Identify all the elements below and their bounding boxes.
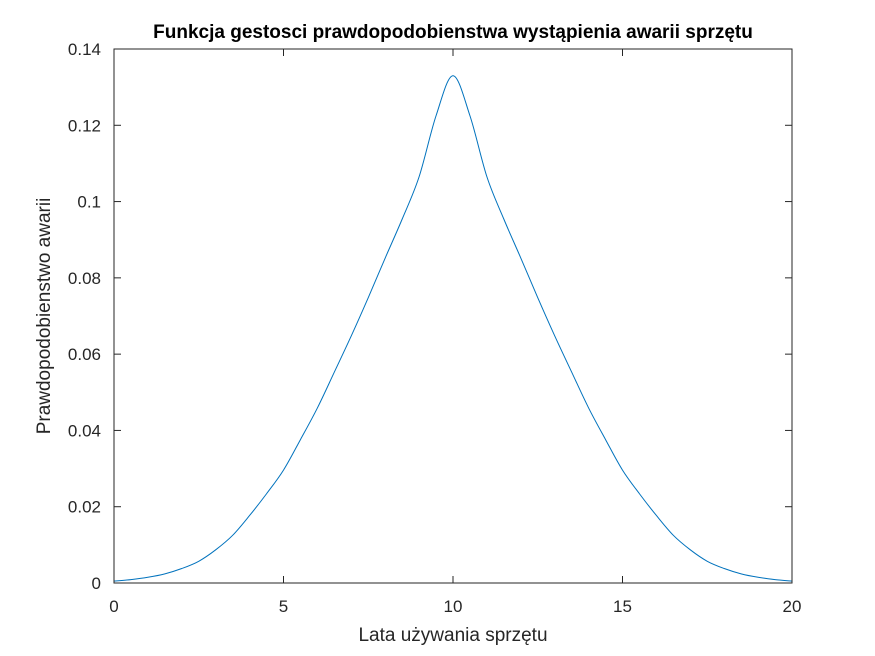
y-tick-label: 0 bbox=[92, 574, 101, 593]
x-tick-label: 0 bbox=[109, 597, 118, 616]
x-tick-label: 5 bbox=[279, 597, 288, 616]
y-tick-label: 0.1 bbox=[77, 193, 101, 212]
y-tick-label: 0.12 bbox=[68, 116, 101, 135]
x-tick-label: 10 bbox=[444, 597, 463, 616]
chart-title: Funkcja gestosci prawdopodobienstwa wyst… bbox=[153, 22, 753, 43]
x-axis-label: Lata używania sprzętu bbox=[358, 625, 547, 646]
y-tick-label: 0.14 bbox=[68, 40, 101, 59]
y-tick-label: 0.08 bbox=[68, 269, 101, 288]
y-axis-label: Prawdopodobienstwo awarii bbox=[34, 198, 55, 435]
y-tick-label: 0.04 bbox=[68, 421, 101, 440]
series-line bbox=[113, 75, 793, 582]
x-tick-label: 20 bbox=[783, 597, 802, 616]
axes-box bbox=[113, 48, 793, 584]
y-tick-label: 0.06 bbox=[68, 345, 101, 364]
y-tick-label: 0.02 bbox=[68, 498, 101, 517]
tick-labels: 0 5 10 15 20 0 0.02 0.04 0.06 0.08 0.1 0.12 0.14 bbox=[68, 40, 802, 616]
x-tick-label: 15 bbox=[613, 597, 632, 616]
